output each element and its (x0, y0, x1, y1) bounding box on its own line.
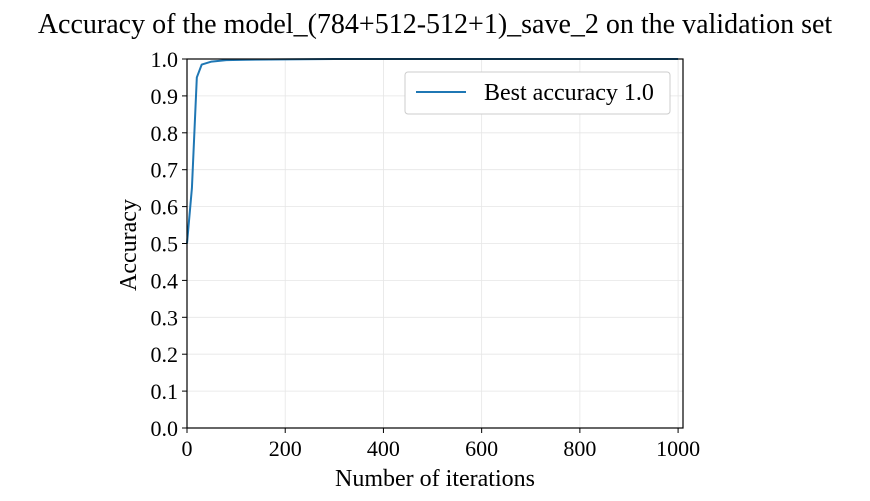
x-tick-label: 1000 (656, 436, 700, 461)
y-tick-label: 0.4 (151, 268, 179, 293)
legend: Best accuracy 1.0 (404, 71, 671, 115)
y-tick-label: 0.0 (151, 416, 179, 441)
x-tick-label: 0 (182, 436, 193, 461)
x-tick-label: 400 (367, 436, 400, 461)
legend-box (404, 71, 671, 115)
x-tick-label: 600 (465, 436, 498, 461)
x-tick-label: 800 (563, 436, 596, 461)
y-axis-label: Accuracy (116, 199, 142, 291)
y-axis-ticks: 0.0 0.1 0.2 0.3 0.4 0.5 0.6 0.7 0.8 0.9 1.0 (151, 47, 187, 441)
x-axis-label: Number of iterations (335, 466, 535, 492)
y-tick-label: 0.7 (151, 158, 179, 183)
x-axis-ticks: 0 200 400 600 800 1000 (182, 428, 700, 461)
y-tick-label: 0.2 (151, 342, 179, 367)
y-tick-label: 0.9 (151, 84, 179, 109)
y-tick-label: 0.3 (151, 305, 179, 330)
y-tick-label: 0.5 (151, 232, 179, 257)
y-tick-label: 0.1 (151, 379, 179, 404)
y-tick-label: 1.0 (151, 47, 179, 72)
chart-title: Accuracy of the model_(784+512-512+1)_sa… (38, 9, 833, 40)
y-tick-label: 0.8 (151, 121, 179, 146)
legend-label: Best accuracy 1.0 (484, 80, 654, 106)
y-tick-label: 0.6 (151, 195, 179, 220)
x-tick-label: 200 (269, 436, 302, 461)
